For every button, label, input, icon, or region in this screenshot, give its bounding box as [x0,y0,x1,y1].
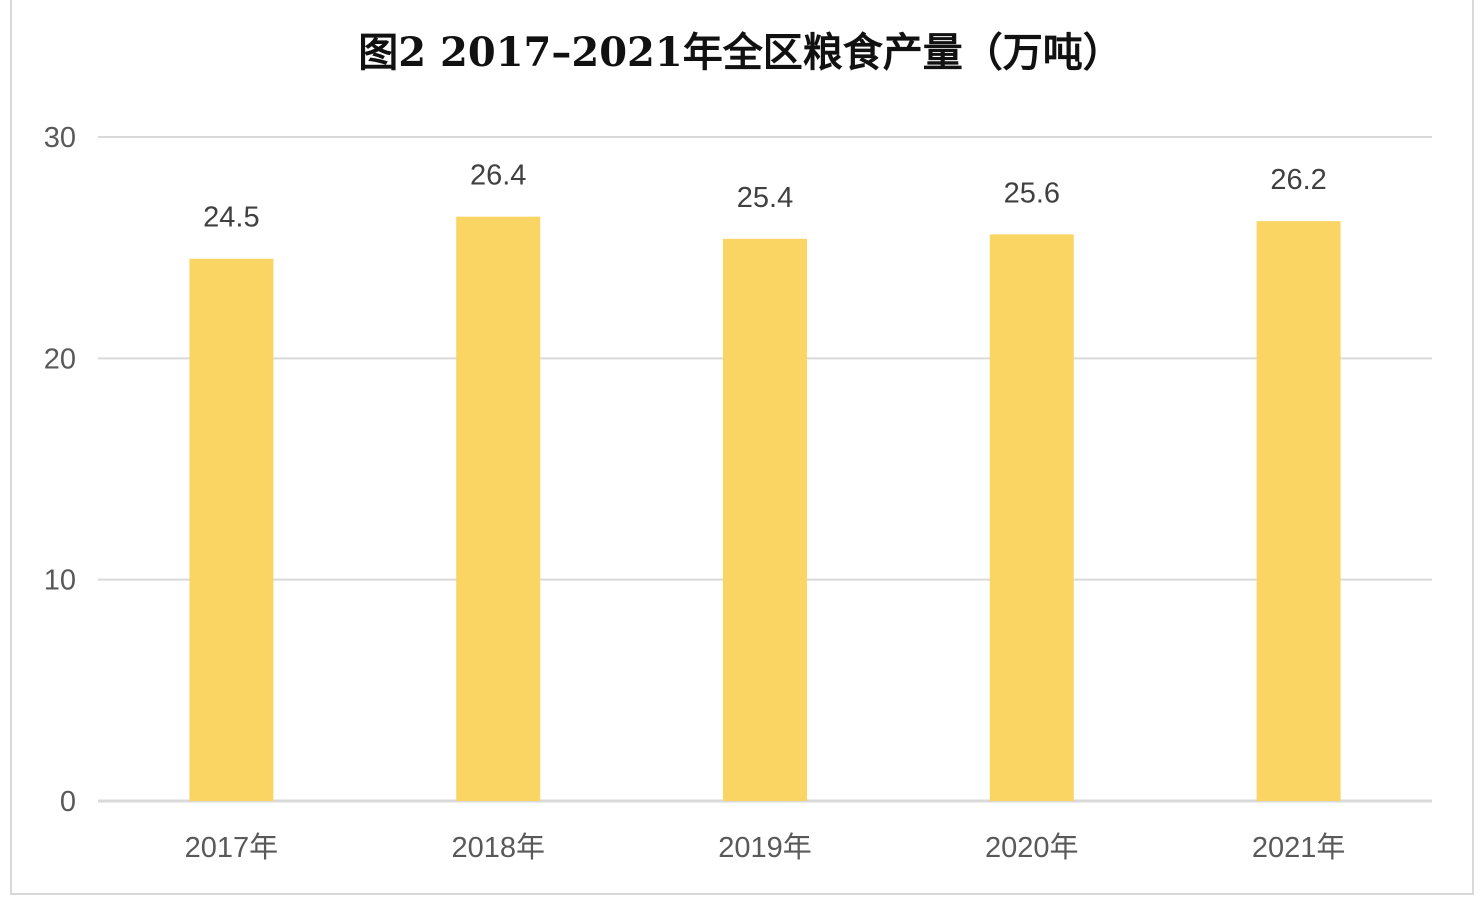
bar [723,238,807,801]
bar [1256,221,1341,801]
y-tick-label: 0 [60,786,76,818]
data-label: 24.5 [203,202,259,234]
bar [989,234,1074,802]
y-axis-tick-labels: 0 10 20 30 [44,122,76,818]
x-tick-label: 2019年 [718,831,812,864]
data-label: 26.2 [1270,164,1326,196]
x-axis-tick-labels: 2017年 2018年 2019年 2020年 2021年 [185,831,1346,864]
x-tick-label: 2020年 [985,831,1079,864]
chart-title: 图2 2017–2021年全区粮食产量（万吨） [358,29,1123,76]
bars [189,216,1341,802]
y-tick-label: 20 [44,343,76,375]
data-labels: 24.5 26.4 25.4 25.6 26.2 [203,160,1327,234]
x-tick-label: 2017年 [185,831,279,864]
bar [456,216,541,801]
bar [189,258,274,801]
y-tick-label: 30 [44,122,76,154]
y-tick-label: 10 [44,565,76,597]
data-label: 25.6 [1004,177,1060,209]
data-label: 25.4 [737,182,793,214]
x-tick-label: 2018年 [451,831,545,864]
x-tick-label: 2021年 [1252,831,1346,864]
data-label: 26.4 [470,160,526,192]
